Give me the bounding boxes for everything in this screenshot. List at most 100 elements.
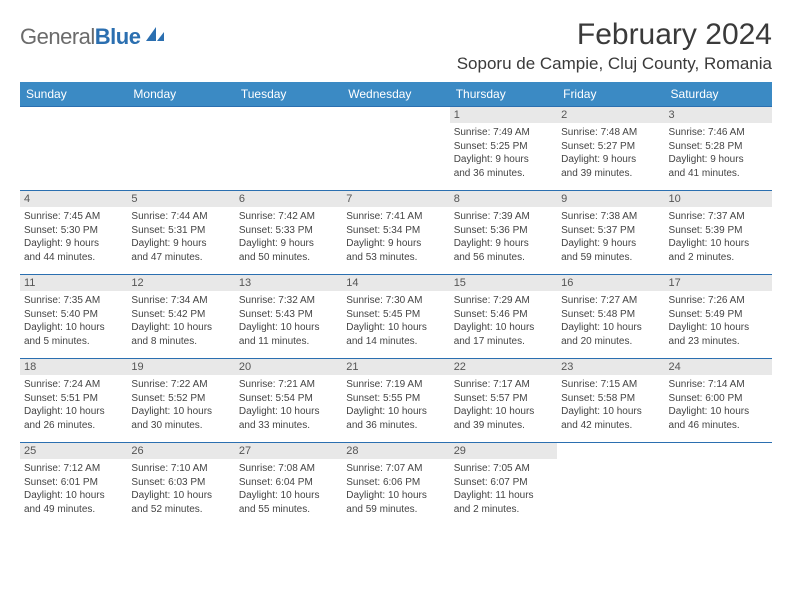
day-number: 16: [557, 275, 664, 291]
day-cell: [235, 107, 342, 191]
weekday-header: Wednesday: [342, 82, 449, 107]
day-info-line: Sunset: 6:06 PM: [346, 476, 445, 490]
day-number: 12: [127, 275, 234, 291]
day-info-line: Sunset: 5:49 PM: [669, 308, 768, 322]
day-info-line: and 46 minutes.: [669, 419, 768, 433]
day-info: Sunrise: 7:22 AMSunset: 5:52 PMDaylight:…: [131, 378, 230, 432]
day-info-line: Sunset: 5:51 PM: [24, 392, 123, 406]
day-number: 20: [235, 359, 342, 375]
day-info: Sunrise: 7:08 AMSunset: 6:04 PMDaylight:…: [239, 462, 338, 516]
day-cell: 27 Sunrise: 7:08 AMSunset: 6:04 PMDayligh…: [235, 443, 342, 527]
day-number: 27: [235, 443, 342, 459]
day-info-line: and 17 minutes.: [454, 335, 553, 349]
day-cell: 3Sunrise: 7:46 AMSunset: 5:28 PMDaylight…: [665, 107, 772, 191]
logo-text: GeneralBlue: [20, 24, 140, 50]
day-info-line: and 33 minutes.: [239, 419, 338, 433]
day-info-line: Daylight: 9 hours: [561, 237, 660, 251]
day-cell: 23 Sunrise: 7:15 AMSunset: 5:58 PMDayligh…: [557, 359, 664, 443]
day-cell: 29 Sunrise: 7:05 AMSunset: 6:07 PMDayligh…: [450, 443, 557, 527]
day-number: 8: [450, 191, 557, 207]
day-info-line: Sunset: 5:37 PM: [561, 224, 660, 238]
day-info: Sunrise: 7:32 AMSunset: 5:43 PMDaylight:…: [239, 294, 338, 348]
day-info-line: Daylight: 10 hours: [24, 405, 123, 419]
day-info: Sunrise: 7:15 AMSunset: 5:58 PMDaylight:…: [561, 378, 660, 432]
day-info: Sunrise: 7:41 AMSunset: 5:34 PMDaylight:…: [346, 210, 445, 264]
day-info-line: Daylight: 9 hours: [669, 153, 768, 167]
day-number: 26: [127, 443, 234, 459]
day-info-line: Sunset: 5:54 PM: [239, 392, 338, 406]
day-info-line: Sunrise: 7:30 AM: [346, 294, 445, 308]
day-info-line: Sunset: 6:04 PM: [239, 476, 338, 490]
day-info-line: and 8 minutes.: [131, 335, 230, 349]
day-info-line: Sunrise: 7:05 AM: [454, 462, 553, 476]
day-info-line: Daylight: 9 hours: [561, 153, 660, 167]
day-info-line: Daylight: 10 hours: [346, 321, 445, 335]
day-number: 4: [20, 191, 127, 207]
day-info-line: Sunrise: 7:24 AM: [24, 378, 123, 392]
calendar-week-row: 18Sunrise: 7:24 AMSunset: 5:51 PMDayligh…: [20, 359, 772, 443]
day-cell: 5Sunrise: 7:44 AMSunset: 5:31 PMDaylight…: [127, 191, 234, 275]
day-cell: 14 Sunrise: 7:30 AMSunset: 5:45 PMDayligh…: [342, 275, 449, 359]
day-info: Sunrise: 7:24 AMSunset: 5:51 PMDaylight:…: [24, 378, 123, 432]
day-info: Sunrise: 7:44 AMSunset: 5:31 PMDaylight:…: [131, 210, 230, 264]
day-info-line: and 56 minutes.: [454, 251, 553, 265]
month-title: February 2024: [457, 18, 772, 52]
day-info-line: Sunrise: 7:41 AM: [346, 210, 445, 224]
day-info-line: Daylight: 10 hours: [131, 405, 230, 419]
day-info: Sunrise: 7:45 AMSunset: 5:30 PMDaylight:…: [24, 210, 123, 264]
day-info: Sunrise: 7:46 AMSunset: 5:28 PMDaylight:…: [669, 126, 768, 180]
day-info-line: Daylight: 10 hours: [24, 489, 123, 503]
day-info-line: and 36 minutes.: [346, 419, 445, 433]
day-number: 13: [235, 275, 342, 291]
day-info-line: Daylight: 10 hours: [239, 489, 338, 503]
day-number: 23: [557, 359, 664, 375]
day-cell: 6Sunrise: 7:42 AMSunset: 5:33 PMDaylight…: [235, 191, 342, 275]
day-info-line: and 14 minutes.: [346, 335, 445, 349]
day-cell: [20, 107, 127, 191]
day-info-line: and 36 minutes.: [454, 167, 553, 181]
day-info: Sunrise: 7:30 AMSunset: 5:45 PMDaylight:…: [346, 294, 445, 348]
day-info-line: Sunrise: 7:48 AM: [561, 126, 660, 140]
day-info-line: Daylight: 9 hours: [454, 153, 553, 167]
day-info: Sunrise: 7:05 AMSunset: 6:07 PMDaylight:…: [454, 462, 553, 516]
day-info-line: Daylight: 10 hours: [454, 321, 553, 335]
day-info-line: and 39 minutes.: [561, 167, 660, 181]
day-info-line: Sunset: 6:07 PM: [454, 476, 553, 490]
day-number: 24: [665, 359, 772, 375]
day-info-line: Sunrise: 7:39 AM: [454, 210, 553, 224]
day-info-line: Sunrise: 7:15 AM: [561, 378, 660, 392]
day-info-line: Daylight: 11 hours: [454, 489, 553, 503]
day-info-line: and 42 minutes.: [561, 419, 660, 433]
day-info-line: Sunset: 5:52 PM: [131, 392, 230, 406]
day-info-line: and 52 minutes.: [131, 503, 230, 517]
day-info: Sunrise: 7:21 AMSunset: 5:54 PMDaylight:…: [239, 378, 338, 432]
day-info-line: Daylight: 9 hours: [131, 237, 230, 251]
logo-text-gray: General: [20, 24, 95, 49]
day-info: Sunrise: 7:49 AMSunset: 5:25 PMDaylight:…: [454, 126, 553, 180]
day-info-line: Sunset: 5:45 PM: [346, 308, 445, 322]
logo: GeneralBlue: [20, 18, 166, 50]
day-info-line: Sunrise: 7:44 AM: [131, 210, 230, 224]
day-info-line: Sunset: 5:27 PM: [561, 140, 660, 154]
day-info-line: Sunrise: 7:37 AM: [669, 210, 768, 224]
day-number: 11: [20, 275, 127, 291]
day-number: 29: [450, 443, 557, 459]
day-cell: [127, 107, 234, 191]
day-info-line: Sunset: 5:34 PM: [346, 224, 445, 238]
day-info-line: Sunrise: 7:42 AM: [239, 210, 338, 224]
day-number: 14: [342, 275, 449, 291]
day-info-line: Daylight: 9 hours: [24, 237, 123, 251]
day-info-line: Sunrise: 7:45 AM: [24, 210, 123, 224]
day-info: Sunrise: 7:27 AMSunset: 5:48 PMDaylight:…: [561, 294, 660, 348]
day-info-line: Sunrise: 7:17 AM: [454, 378, 553, 392]
day-cell: [665, 443, 772, 527]
day-info-line: and 50 minutes.: [239, 251, 338, 265]
day-info-line: and 47 minutes.: [131, 251, 230, 265]
day-info-line: and 23 minutes.: [669, 335, 768, 349]
day-info-line: Sunset: 5:39 PM: [669, 224, 768, 238]
day-cell: 25Sunrise: 7:12 AMSunset: 6:01 PMDayligh…: [20, 443, 127, 527]
day-info-line: Sunset: 5:43 PM: [239, 308, 338, 322]
day-info: Sunrise: 7:42 AMSunset: 5:33 PMDaylight:…: [239, 210, 338, 264]
day-info: Sunrise: 7:37 AMSunset: 5:39 PMDaylight:…: [669, 210, 768, 264]
day-info-line: Daylight: 10 hours: [454, 405, 553, 419]
